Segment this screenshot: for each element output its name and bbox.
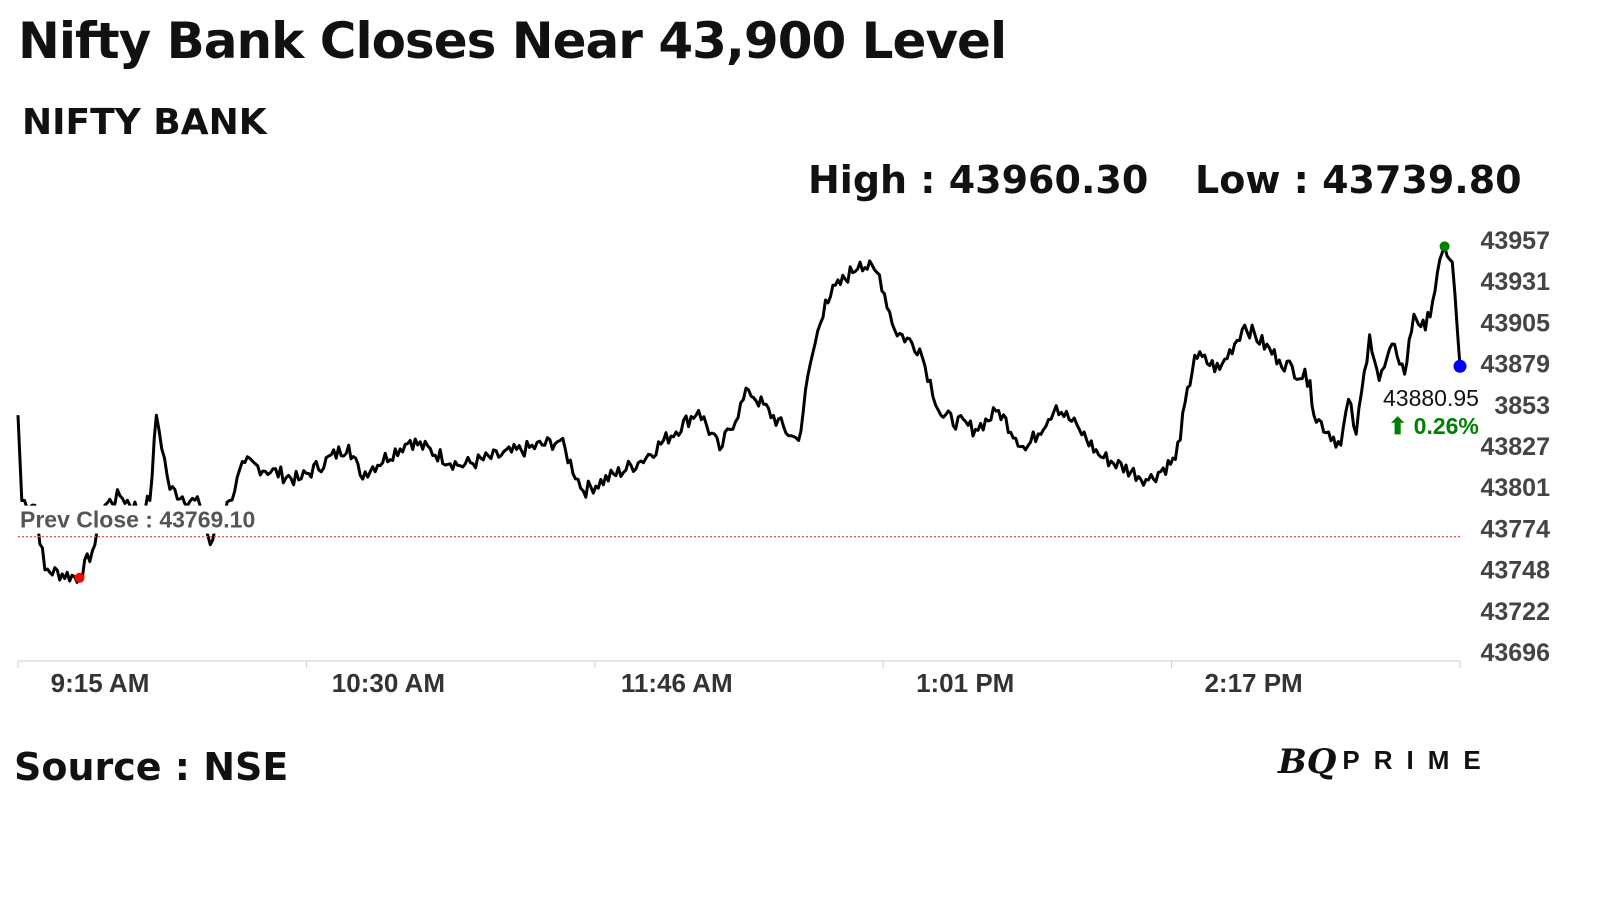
- price-line: [16, 244, 1462, 584]
- y-tick-label: 43801: [1480, 474, 1550, 502]
- change-label: ⬆ 0.26%: [1388, 413, 1479, 439]
- x-tick-label: 1:01 PM: [916, 668, 1014, 698]
- bq-prime-logo: BQ PRIME: [1278, 742, 1495, 782]
- prev-close-label-bg: [16, 505, 272, 534]
- y-tick-label: 43722: [1480, 598, 1550, 626]
- y-tick-label: 43957: [1480, 227, 1550, 255]
- x-tick-label: 11:46 AM: [621, 668, 733, 698]
- x-tick-label: 10:30 AM: [332, 668, 445, 698]
- last-label-bg: [1380, 382, 1486, 440]
- y-tick-label: 43905: [1480, 309, 1550, 337]
- x-tick-label: 9:15 AM: [51, 668, 150, 698]
- y-tick-label: 43774: [1480, 515, 1550, 543]
- high-label: High : 43960.30: [808, 158, 1149, 202]
- y-tick-label: 43931: [1480, 268, 1550, 296]
- y-tick-label: 43748: [1480, 557, 1550, 585]
- chart-title: Nifty Bank Closes Near 43,900 Level: [18, 12, 1007, 70]
- source-label: Source : NSE: [14, 745, 289, 789]
- index-name: NIFTY BANK: [22, 102, 267, 143]
- line-chart: 43957 43931 43905 43879 3853 43827 43801 43774 4…: [16, 227, 1550, 698]
- y-tick-label: 43696: [1480, 639, 1550, 667]
- low-marker: [74, 572, 85, 583]
- high-marker: [1439, 241, 1450, 252]
- close-marker: [1453, 359, 1467, 373]
- x-tick-label: 2:17 PM: [1204, 668, 1302, 698]
- last-price-label: 43880.95: [1383, 385, 1479, 411]
- prev-close-label: Prev Close : 43769.10: [20, 507, 255, 533]
- y-tick-label: 43879: [1480, 351, 1550, 379]
- y-tick-label: 43827: [1480, 433, 1550, 461]
- y-tick-label: 3853: [1494, 392, 1550, 420]
- low-label: Low : 43739.80: [1195, 158, 1522, 202]
